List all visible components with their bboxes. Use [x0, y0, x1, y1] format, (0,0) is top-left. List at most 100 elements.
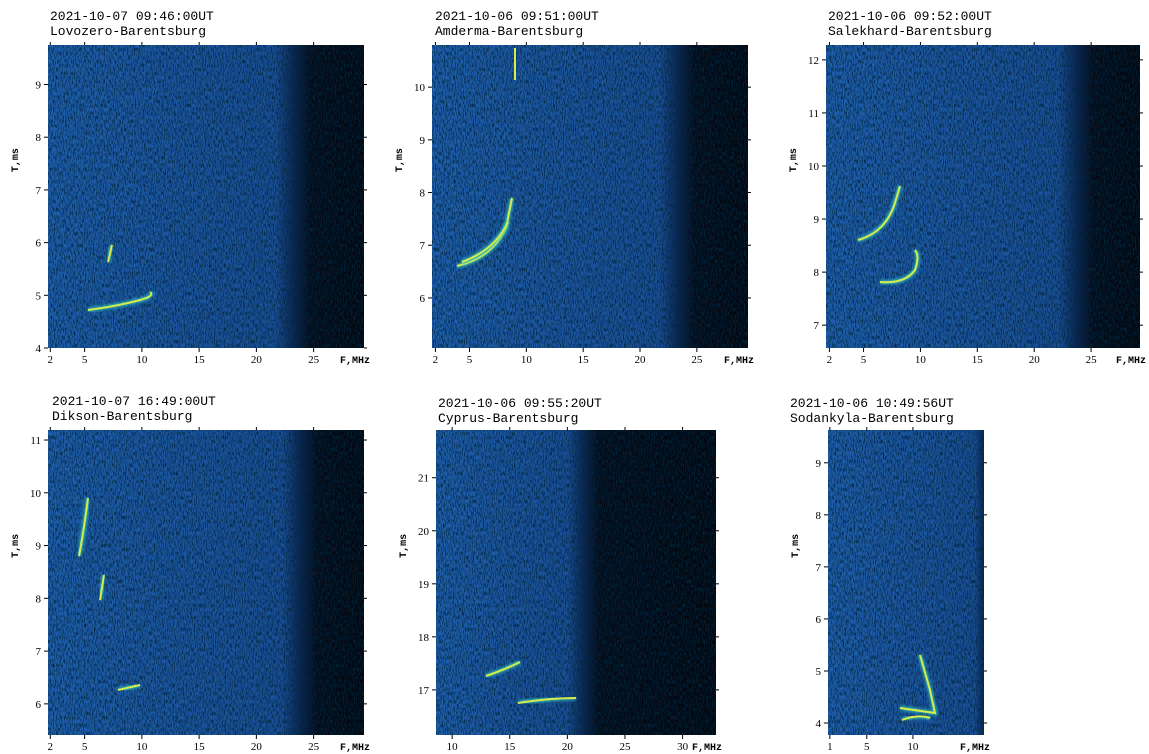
- y-axis-label: T,ms: [399, 534, 410, 558]
- x-tick-label: 10: [907, 741, 919, 753]
- echo-trace: [857, 185, 901, 241]
- x-tick-label: 15: [578, 354, 590, 366]
- y-tick-label: 4: [36, 343, 42, 355]
- y-axis-label: T,ms: [791, 534, 802, 558]
- x-tick-label: 20: [251, 354, 263, 366]
- panel: 2021-10-07 09:46:00UTLovozero-Barentsbur…: [11, 9, 370, 367]
- y-tick-label: 6: [420, 293, 426, 305]
- y-tick-label: 6: [816, 614, 822, 626]
- y-tick-label: 9: [816, 458, 822, 470]
- echo-trace: [517, 697, 577, 704]
- y-tick-label: 9: [36, 541, 42, 553]
- y-tick-label: 10: [414, 82, 426, 94]
- x-tick-label: 25: [308, 354, 320, 366]
- x-tick-label: 10: [136, 741, 148, 753]
- chart-subtitle: Amderma-Barentsburg: [435, 24, 583, 39]
- chart-title: 2021-10-06 10:49:56UT: [790, 396, 954, 411]
- y-tick-label: 4: [816, 718, 822, 730]
- x-axis-label: F,MHz: [1116, 356, 1146, 367]
- chart-subtitle: Lovozero-Barentsburg: [50, 24, 206, 39]
- x-tick-label: 2: [827, 354, 833, 366]
- y-tick-label: 8: [36, 132, 42, 144]
- chart-subtitle: Cyprus-Barentsburg: [438, 411, 578, 426]
- x-tick-label: 25: [1086, 354, 1098, 366]
- x-tick-label: 10: [521, 354, 533, 366]
- x-tick-label: 30: [677, 741, 689, 753]
- chart-title: 2021-10-06 09:51:00UT: [435, 9, 599, 24]
- y-tick-label: 7: [816, 562, 822, 574]
- x-tick-label: 15: [972, 354, 984, 366]
- noise: [48, 430, 364, 735]
- chart-title: 2021-10-07 16:49:00UT: [52, 394, 216, 409]
- y-axis-label: T,ms: [11, 148, 22, 172]
- echo-trace: [78, 497, 89, 557]
- y-tick-label: 6: [36, 699, 42, 711]
- panel: 2021-10-06 09:52:00UTSalekhard-Barentsbu…: [789, 9, 1146, 367]
- y-axis-label: T,ms: [789, 148, 800, 172]
- x-tick-label: 1: [827, 741, 833, 753]
- x-tick-label: 20: [635, 354, 647, 366]
- x-tick-label: 5: [861, 354, 867, 366]
- y-tick-label: 5: [816, 666, 822, 678]
- x-tick-label: 20: [251, 741, 263, 753]
- chart-title: 2021-10-07 09:46:00UT: [50, 9, 214, 24]
- echo-trace: [117, 684, 141, 691]
- y-tick-label: 8: [36, 593, 42, 605]
- y-tick-label: 17: [418, 685, 430, 697]
- echo-trace: [879, 249, 919, 284]
- chart-title: 2021-10-06 09:55:20UT: [438, 396, 602, 411]
- chart-title: 2021-10-06 09:52:00UT: [828, 9, 992, 24]
- y-tick-label: 7: [814, 320, 820, 332]
- x-tick-label: 15: [504, 741, 516, 753]
- y-tick-label: 9: [36, 80, 42, 92]
- noise: [828, 430, 984, 735]
- panel: 2021-10-06 09:51:00UTAmderma-Barentsburg…: [395, 9, 754, 367]
- echo-trace: [461, 221, 509, 263]
- y-tick-label: 21: [418, 473, 429, 485]
- x-axis-label: F,MHz: [960, 743, 990, 754]
- y-tick-label: 10: [30, 488, 42, 500]
- x-axis-label: F,MHz: [340, 743, 370, 754]
- y-tick-label: 9: [814, 214, 820, 226]
- y-tick-label: 18: [418, 632, 430, 644]
- y-axis-label: T,ms: [395, 148, 406, 172]
- y-tick-label: 20: [418, 526, 430, 538]
- x-axis-label: F,MHz: [692, 743, 722, 754]
- x-tick-label: 15: [194, 354, 206, 366]
- chart-subtitle: Sodankyla-Barentsburg: [790, 411, 954, 426]
- echo-trace: [485, 661, 521, 677]
- noise: [432, 45, 748, 348]
- x-tick-label: 10: [447, 741, 459, 753]
- noise: [436, 430, 716, 735]
- y-tick-label: 11: [30, 435, 41, 447]
- y-tick-label: 7: [36, 185, 42, 197]
- y-tick-label: 19: [418, 579, 430, 591]
- y-tick-label: 12: [808, 55, 819, 67]
- noise: [48, 45, 364, 348]
- y-tick-label: 5: [36, 290, 42, 302]
- y-tick-label: 8: [816, 510, 822, 522]
- x-tick-label: 25: [619, 741, 631, 753]
- echo-trace: [87, 291, 153, 311]
- x-axis-label: F,MHz: [340, 356, 370, 367]
- echo-trace: [107, 244, 113, 263]
- echo-trace: [901, 715, 931, 721]
- y-axis-label: T,ms: [11, 534, 22, 558]
- chart-subtitle: Salekhard-Barentsburg: [828, 24, 992, 39]
- x-tick-label: 15: [194, 741, 206, 753]
- x-tick-label: 5: [82, 741, 88, 753]
- x-tick-label: 2: [433, 354, 439, 366]
- y-tick-label: 7: [420, 240, 426, 252]
- x-tick-label: 25: [691, 354, 703, 366]
- x-tick-label: 25: [308, 741, 320, 753]
- panel: 2021-10-06 10:49:56UTSodankyla-Barentsbu…: [790, 396, 990, 754]
- x-tick-label: 5: [82, 354, 88, 366]
- x-tick-label: 5: [864, 741, 870, 753]
- x-tick-label: 20: [562, 741, 574, 753]
- x-tick-label: 20: [1029, 354, 1041, 366]
- x-tick-label: 2: [48, 741, 54, 753]
- y-tick-label: 6: [36, 238, 42, 250]
